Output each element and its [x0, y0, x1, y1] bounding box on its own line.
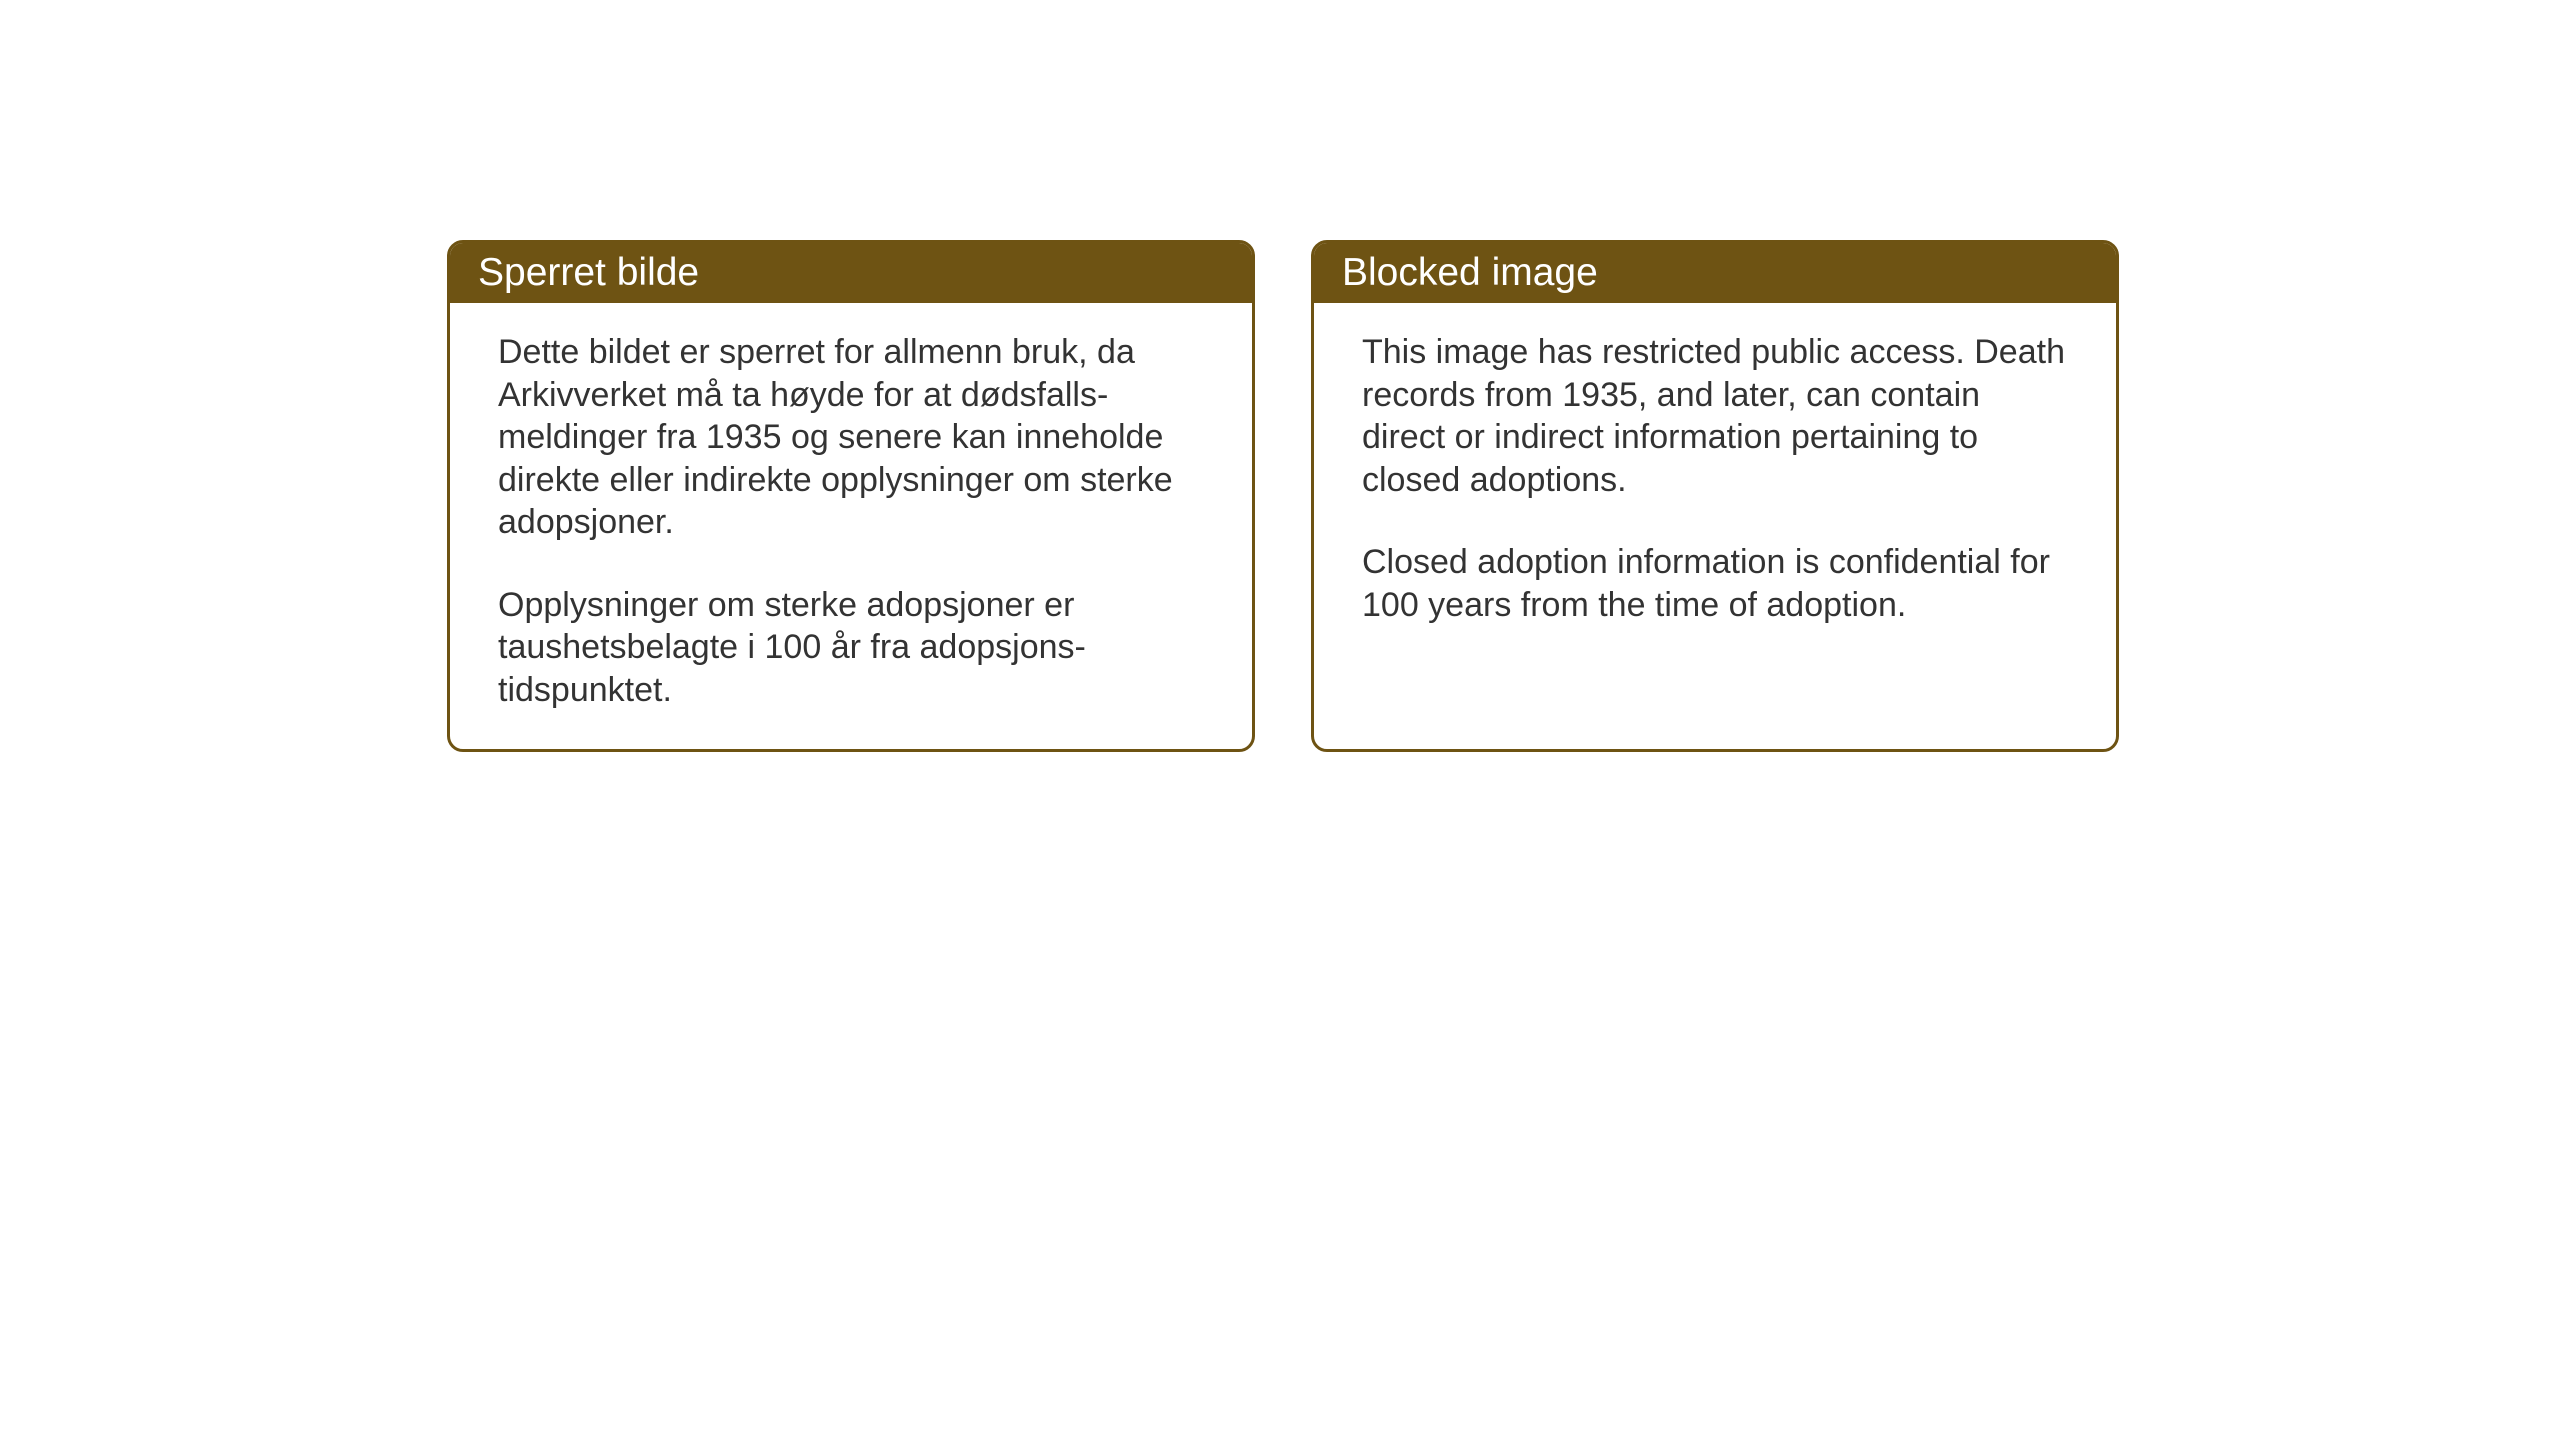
- notice-paragraph-1-english: This image has restricted public access.…: [1362, 331, 2068, 501]
- notice-box-english: Blocked image This image has restricted …: [1311, 240, 2119, 752]
- notice-header-english: Blocked image: [1314, 243, 2116, 303]
- notice-box-norwegian: Sperret bilde Dette bildet er sperret fo…: [447, 240, 1255, 752]
- notice-body-english: This image has restricted public access.…: [1314, 303, 2116, 664]
- notice-title-norwegian: Sperret bilde: [478, 251, 699, 294]
- notice-body-norwegian: Dette bildet er sperret for allmenn bruk…: [450, 303, 1252, 749]
- notice-container: Sperret bilde Dette bildet er sperret fo…: [447, 240, 2119, 752]
- notice-header-norwegian: Sperret bilde: [450, 243, 1252, 303]
- notice-paragraph-2-norwegian: Opplysninger om sterke adopsjoner er tau…: [498, 584, 1204, 712]
- notice-paragraph-2-english: Closed adoption information is confident…: [1362, 541, 2068, 626]
- notice-title-english: Blocked image: [1342, 251, 1598, 294]
- notice-paragraph-1-norwegian: Dette bildet er sperret for allmenn bruk…: [498, 331, 1204, 544]
